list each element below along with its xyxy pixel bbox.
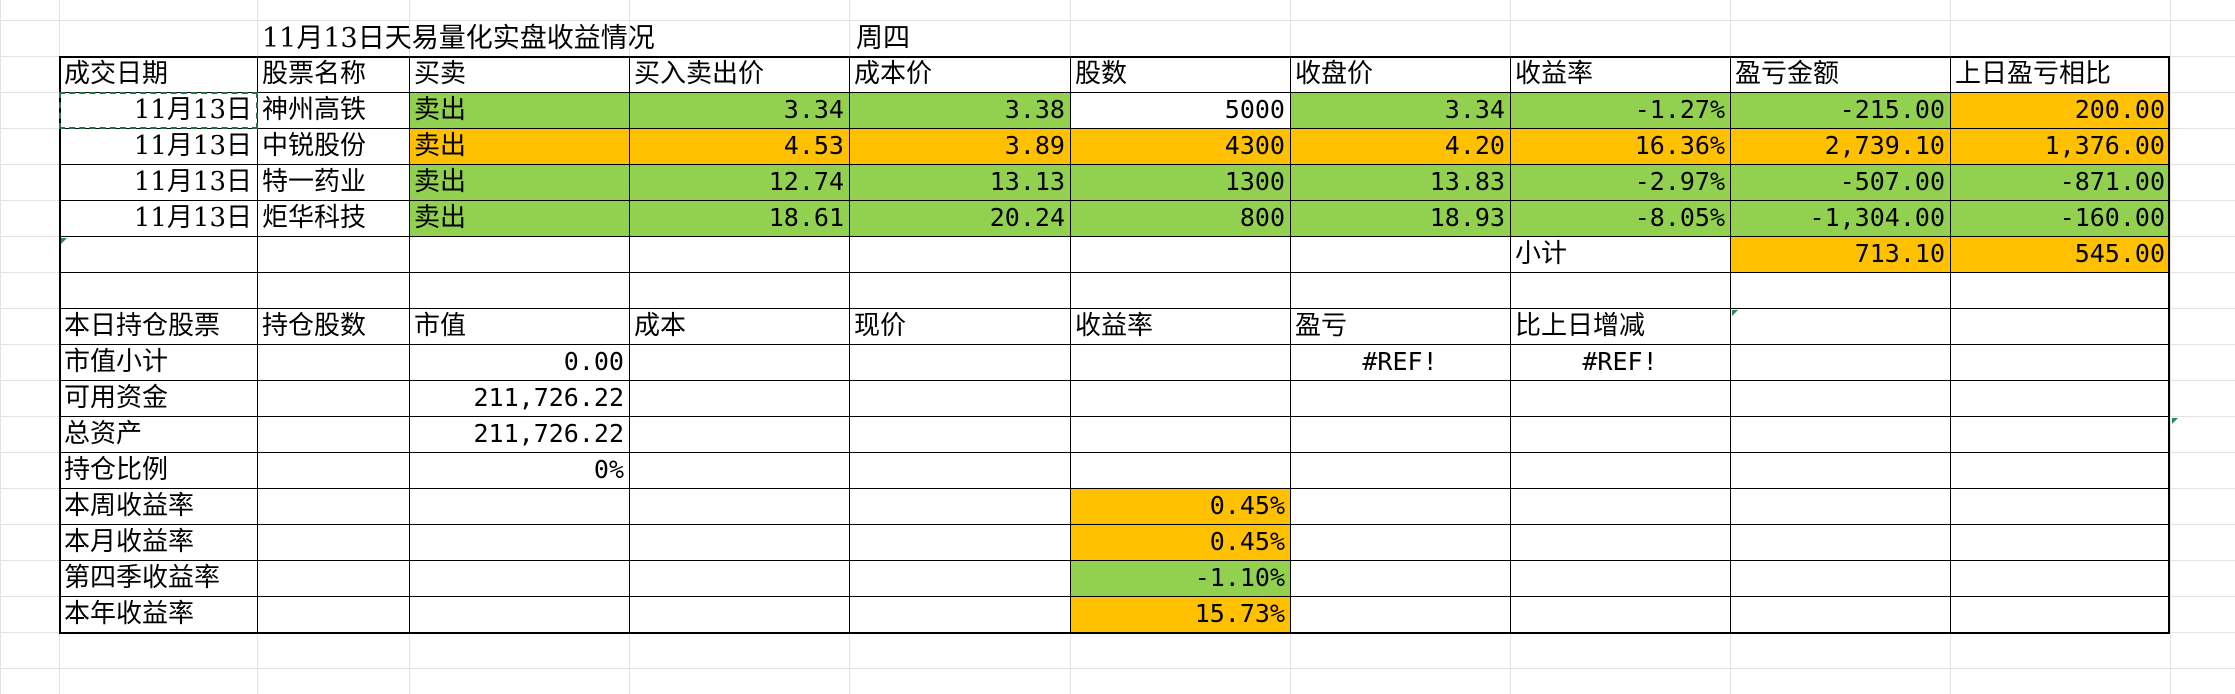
col-header-name[interactable]: 股票名称 [262, 59, 367, 89]
hold-header-shares[interactable]: 持仓股数 [262, 311, 367, 341]
cell-r3-return[interactable]: -2.97% [1634, 167, 1725, 196]
cell-r4-return[interactable]: -8.05% [1634, 203, 1725, 232]
cell-r3-cost[interactable]: 13.13 [989, 167, 1065, 196]
cell-indicator-mark [61, 238, 67, 244]
cell-r4-pnl[interactable]: -1,304.00 [1809, 203, 1945, 232]
subtotal-pnl[interactable]: 713.10 [1854, 239, 1945, 268]
col-header-side[interactable]: 买卖 [414, 59, 467, 89]
fill-r4-all [409, 200, 2170, 236]
cell-r1-diff[interactable]: 200.00 [2074, 95, 2165, 124]
cell-r3-pnl[interactable]: -507.00 [1839, 167, 1945, 196]
hold-header-pnl[interactable]: 盈亏 [1295, 311, 1348, 341]
cell-r1-cost[interactable]: 3.38 [1004, 95, 1065, 124]
cell-r2-shares[interactable]: 4300 [1224, 131, 1285, 160]
market-total-change[interactable]: #REF! [1582, 347, 1658, 376]
cell-r4-close[interactable]: 18.93 [1429, 203, 1505, 232]
week-return-value[interactable]: 0.45% [1209, 491, 1285, 520]
quarter-return-value[interactable]: -1.10% [1194, 563, 1285, 592]
col-header-close[interactable]: 收盘价 [1295, 59, 1374, 89]
assets-value[interactable]: 211,726.22 [473, 419, 624, 448]
cell-r4-name[interactable]: 炬华科技 [262, 203, 367, 233]
fill-month-return [1070, 524, 1290, 560]
fill-r3-all [409, 164, 2170, 200]
fill-r1-diff [1950, 92, 2170, 128]
week-return-label[interactable]: 本周收益率 [64, 491, 195, 521]
cell-r1-side[interactable]: 卖出 [414, 95, 467, 125]
fill-r1-close-pnl [1290, 92, 1950, 128]
ratio-label[interactable]: 持仓比例 [64, 455, 169, 485]
cell-r3-shares[interactable]: 1300 [1224, 167, 1285, 196]
cell-r3-date[interactable]: 11月13日 [133, 167, 252, 197]
assets-label[interactable]: 总资产 [64, 419, 143, 449]
market-total-value[interactable]: 0.00 [563, 347, 624, 376]
cell-r2-date[interactable]: 11月13日 [133, 131, 252, 161]
cell-r2-price[interactable]: 4.53 [783, 131, 844, 160]
cell-r1-date[interactable]: 11月13日 [133, 95, 252, 125]
cell-r1-name[interactable]: 神州高铁 [262, 95, 367, 125]
hold-header-change[interactable]: 比上日增减 [1515, 311, 1646, 341]
cell-r2-diff[interactable]: 1,376.00 [2044, 131, 2165, 160]
cell-r3-close[interactable]: 13.83 [1429, 167, 1505, 196]
hold-header-stock[interactable]: 本日持仓股票 [64, 311, 221, 341]
cell-indicator-mark [2172, 418, 2178, 424]
hold-header-price[interactable]: 现价 [854, 311, 907, 341]
cell-r2-return[interactable]: 16.36% [1634, 131, 1725, 160]
fill-r1-side-price [409, 92, 1070, 128]
cash-label[interactable]: 可用资金 [64, 383, 169, 413]
col-header-date[interactable]: 成交日期 [64, 59, 169, 89]
quarter-return-label[interactable]: 第四季收益率 [64, 563, 221, 593]
cell-r3-price[interactable]: 12.74 [768, 167, 844, 196]
cell-indicator-mark [1732, 310, 1738, 316]
col-header-shares[interactable]: 股数 [1075, 59, 1128, 89]
cell-r4-shares[interactable]: 800 [1239, 203, 1285, 232]
month-return-value[interactable]: 0.45% [1209, 527, 1285, 556]
cell-r4-date[interactable]: 11月13日 [133, 203, 252, 233]
cell-r1-shares[interactable]: 5000 [1224, 95, 1285, 124]
cell-r2-name[interactable]: 中锐股份 [262, 131, 367, 161]
subtotal-diff[interactable]: 545.00 [2074, 239, 2165, 268]
col-header-pnl[interactable]: 盈亏金额 [1735, 59, 1840, 89]
cell-r3-diff[interactable]: -871.00 [2059, 167, 2165, 196]
cell-r1-return[interactable]: -1.27% [1634, 95, 1725, 124]
cell-r1-pnl[interactable]: -215.00 [1839, 95, 1945, 124]
cell-r3-side[interactable]: 卖出 [414, 167, 467, 197]
subtotal-label[interactable]: 小计 [1515, 239, 1568, 269]
cell-r4-cost[interactable]: 20.24 [989, 203, 1065, 232]
sheet-title: 11月13日天易量化实盘收益情况 [262, 23, 655, 54]
col-header-cost[interactable]: 成本价 [854, 59, 933, 89]
cell-r2-pnl[interactable]: 2,739.10 [1824, 131, 1945, 160]
hold-header-return[interactable]: 收益率 [1075, 311, 1154, 341]
cell-r1-close[interactable]: 3.34 [1444, 95, 1505, 124]
market-total-pnl[interactable]: #REF! [1362, 347, 1438, 376]
hold-header-value[interactable]: 市值 [414, 311, 467, 341]
year-return-value[interactable]: 15.73% [1194, 599, 1285, 628]
market-total-label[interactable]: 市值小计 [64, 347, 169, 377]
cell-r4-price[interactable]: 18.61 [768, 203, 844, 232]
fill-r2-all [409, 128, 2170, 164]
col-header-return[interactable]: 收益率 [1515, 59, 1594, 89]
cell-r4-diff[interactable]: -160.00 [2059, 203, 2165, 232]
month-return-label[interactable]: 本月收益率 [64, 527, 195, 557]
fill-quarter-return [1070, 560, 1290, 596]
year-return-label[interactable]: 本年收益率 [64, 599, 195, 629]
cell-r4-side[interactable]: 卖出 [414, 203, 467, 233]
col-header-price[interactable]: 买入卖出价 [634, 59, 765, 89]
cell-r1-price[interactable]: 3.34 [783, 95, 844, 124]
cell-r2-close[interactable]: 4.20 [1444, 131, 1505, 160]
col-header-diff[interactable]: 上日盈亏相比 [1955, 59, 2112, 89]
cell-r2-side[interactable]: 卖出 [414, 131, 467, 161]
fill-year-return [1070, 596, 1290, 632]
hold-header-cost[interactable]: 成本 [634, 311, 687, 341]
ratio-value[interactable]: 0% [593, 455, 624, 484]
cash-value[interactable]: 211,726.22 [473, 383, 624, 412]
cell-r3-name[interactable]: 特一药业 [262, 167, 367, 197]
cell-r2-cost[interactable]: 3.89 [1004, 131, 1065, 160]
weekday-label: 周四 [856, 23, 910, 54]
fill-week-return [1070, 488, 1290, 524]
